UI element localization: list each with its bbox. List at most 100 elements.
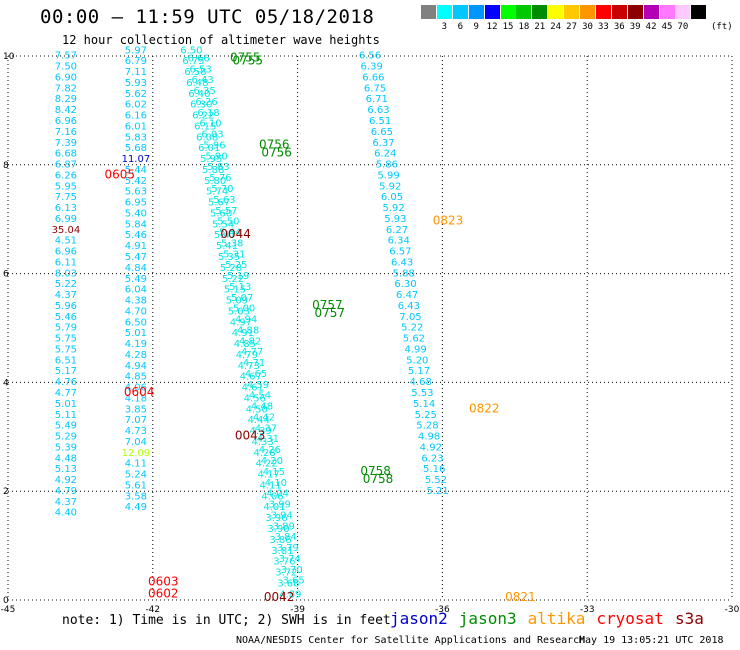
swh-value: 3.68 (277, 578, 299, 589)
swh-value: 4.77 (55, 388, 77, 399)
swh-value: 7.04 (125, 437, 147, 448)
swh-value: 6.30 (394, 279, 416, 290)
swh-value: 5.54 (212, 219, 234, 230)
swh-value: 5.93 (384, 214, 406, 225)
legend-swatch (421, 5, 436, 19)
legend-swatch (643, 5, 659, 19)
swh-value: 5.25 (415, 410, 437, 421)
swh-value: 5.22 (222, 274, 244, 285)
swh-value: 5.57 (215, 206, 237, 217)
swh-value: 6.04 (125, 285, 147, 296)
legend-swatch (516, 5, 532, 19)
swh-value: 5.13 (55, 464, 77, 475)
y-tick-label: 0 (3, 596, 9, 606)
footer-timestamp: May 19 13:05:21 UTC 2018 (579, 635, 724, 646)
legend-label: 30 (582, 22, 593, 32)
swh-value: 6.34 (388, 236, 410, 247)
swh-value: 6.51 (55, 355, 77, 366)
pass-time-label: 0823 (433, 214, 464, 228)
swh-value: 11.07 (122, 154, 151, 165)
swh-value: 12.09 (122, 448, 151, 459)
swh-value: 6.99 (55, 214, 77, 225)
swh-value: 5.76 (209, 173, 231, 184)
swh-value: 7.05 (399, 312, 421, 323)
legend-swatch (564, 5, 580, 19)
swh-value: 3.99 (269, 500, 291, 511)
swh-value: 4.71 (243, 358, 265, 369)
swh-value: 4.17 (257, 470, 279, 481)
swh-value: 6.37 (372, 138, 394, 149)
swh-value: 4.20 (261, 456, 283, 467)
x-tick-label: -42 (145, 605, 160, 615)
legend-swatch (691, 5, 707, 19)
pass-time-label: 0758 (363, 472, 394, 486)
swh-value: 7.07 (125, 415, 147, 426)
swh-value: 6.63 (367, 105, 389, 116)
swh-value: 4.67 (240, 372, 262, 383)
swh-value: 6.96 (55, 247, 77, 258)
swh-value: 6.56 (359, 51, 381, 62)
swh-value: 5.97 (125, 45, 147, 56)
swh-value: 4.28 (125, 350, 147, 361)
swh-value: 5.22 (401, 323, 423, 334)
swh-value: 3.72 (275, 568, 297, 579)
swh-value: 5.28 (220, 263, 242, 274)
swh-value: 4.70 (125, 306, 147, 317)
swh-value: 5.61 (125, 480, 147, 491)
footer-credit: NOAA/NESDIS Center for Satellite Applica… (236, 635, 586, 646)
swh-value: 7.57 (55, 51, 77, 62)
swh-value: 5.68 (125, 143, 147, 154)
legend-label: 36 (613, 22, 625, 32)
legend-label: 18 (518, 22, 530, 32)
swh-value: 4.37 (55, 290, 77, 301)
swh-value: 5.38 (221, 238, 243, 249)
swh-value: 8.42 (55, 105, 77, 116)
swh-value: 5.63 (213, 195, 235, 206)
swh-value: 6.65 (371, 127, 393, 138)
swh-value: 6.50 (125, 317, 147, 328)
swh-value: 6.47 (396, 290, 418, 301)
swh-value: 6.51 (369, 116, 391, 127)
swh-value: 5.17 (55, 366, 77, 377)
pass-time-label: 0757 (314, 306, 345, 320)
x-tick-label: -36 (435, 605, 450, 615)
legend-swatch (468, 5, 484, 19)
pass-time-label: 0822 (469, 401, 500, 415)
legend-swatch (500, 5, 516, 19)
swh-value: 4.51 (55, 236, 77, 247)
swh-value: 5.01 (125, 328, 147, 339)
swh-value: 7.11 (125, 67, 147, 78)
satellite-label-jason3: jason3 (458, 609, 517, 628)
pass-time-label: 0755 (230, 50, 261, 64)
swh-value: 6.87 (55, 160, 77, 171)
swh-value: 5.93 (125, 78, 147, 89)
swh-value: 5.96 (55, 301, 77, 312)
swh-value: 5.74 (206, 187, 228, 198)
swh-value: 6.66 (188, 53, 210, 64)
swh-value: 5.15 (224, 285, 246, 296)
swh-value: 5.22 (55, 279, 77, 290)
swh-value: 4.91 (125, 241, 147, 252)
swh-value: 5.53 (411, 388, 433, 399)
swh-value: 6.71 (366, 94, 388, 105)
swh-value: 4.84 (125, 263, 147, 274)
x-tick-label: -45 (1, 605, 16, 615)
legend-unit: (ft) (711, 22, 733, 32)
swh-value: 5.49 (125, 274, 147, 285)
legend-swatch (675, 5, 691, 19)
swh-value: 4.15 (263, 467, 285, 478)
swh-value: 5.95 (200, 154, 222, 165)
swh-value: 6.95 (125, 198, 147, 209)
swh-value: 6.40 (188, 89, 210, 100)
swh-value: 8.03 (55, 268, 77, 279)
swh-value: 4.77 (241, 347, 263, 358)
legend-label: 21 (534, 22, 546, 32)
swh-value: 4.11 (125, 459, 147, 470)
swh-value: 3.84 (275, 532, 297, 543)
swh-value: 5.70 (211, 184, 233, 195)
x-tick-label: -39 (290, 605, 305, 615)
swh-value: 5.88 (202, 165, 224, 176)
swh-value: 4.82 (239, 336, 261, 347)
swh-value: 6.57 (389, 247, 411, 258)
